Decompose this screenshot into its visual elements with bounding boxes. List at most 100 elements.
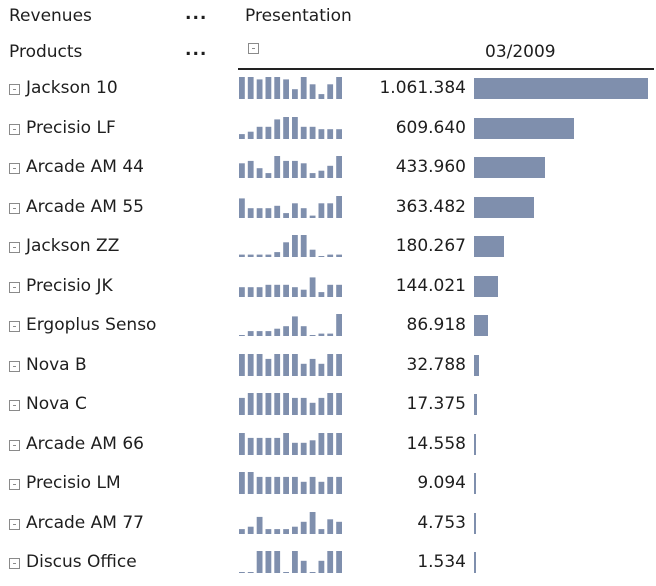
expand-collapse-icon[interactable] bbox=[9, 439, 20, 451]
sparkline-bar bbox=[300, 163, 307, 178]
expand-collapse-icon[interactable] bbox=[9, 163, 20, 174]
sparkline-bar bbox=[274, 77, 281, 99]
sparkline-bar bbox=[327, 202, 334, 218]
product-name[interactable]: Arcade AM 66 bbox=[26, 433, 144, 454]
sparkline-bar bbox=[239, 353, 245, 376]
revenue-bar bbox=[474, 157, 546, 178]
expand-collapse-icon[interactable] bbox=[9, 123, 20, 135]
expand-collapse-icon[interactable] bbox=[9, 400, 20, 411]
sparkline-bar bbox=[327, 333, 334, 336]
sparkline-bar bbox=[283, 393, 289, 415]
sparkline-bar bbox=[274, 205, 281, 218]
sparkline-bar bbox=[300, 397, 307, 415]
sparkline-bar bbox=[318, 481, 325, 494]
presentation-header[interactable]: Presentation bbox=[245, 6, 352, 26]
products-more-button[interactable]: ... bbox=[185, 40, 208, 60]
sparkline-bar bbox=[292, 202, 298, 218]
sparkline-bar bbox=[318, 291, 325, 297]
sparkline-bar bbox=[327, 84, 334, 99]
product-name[interactable]: Arcade AM 77 bbox=[26, 512, 144, 533]
sparkline-bar bbox=[292, 160, 298, 178]
sparkline-bar bbox=[274, 437, 281, 455]
sparkline-bar bbox=[256, 437, 263, 455]
expand-collapse-icon[interactable] bbox=[9, 558, 20, 569]
sparkline-bar bbox=[265, 126, 272, 139]
product-name[interactable]: Precisio LF bbox=[26, 117, 116, 138]
sparkline-chart bbox=[239, 353, 342, 376]
sparkline-bar bbox=[336, 314, 342, 336]
sparkline-bar bbox=[309, 476, 316, 494]
sparkline-bar bbox=[283, 353, 289, 376]
sparkline-bar bbox=[327, 353, 334, 376]
sparkline-bar bbox=[300, 235, 307, 257]
sparkline-bar bbox=[327, 476, 334, 494]
product-name[interactable]: Nova B bbox=[26, 354, 87, 375]
sparkline-bar bbox=[239, 572, 245, 573]
expand-collapse-icon[interactable] bbox=[9, 281, 20, 293]
revenue-bar bbox=[474, 78, 648, 99]
sparkline-bar bbox=[247, 353, 254, 376]
sparkline-bar bbox=[336, 284, 342, 297]
product-name[interactable]: Ergoplus Senso bbox=[26, 315, 157, 335]
period-header[interactable]: 03/2009 bbox=[485, 42, 556, 62]
sparkline-chart bbox=[239, 235, 342, 257]
sparkline-bar bbox=[265, 331, 272, 336]
sparkline-bar bbox=[239, 163, 245, 178]
revenue-bar bbox=[474, 275, 498, 297]
revenue-bar bbox=[474, 433, 477, 455]
revenue-value: 433.960 bbox=[395, 157, 466, 177]
sparkline-chart bbox=[239, 77, 342, 99]
sparkline-chart bbox=[239, 276, 342, 297]
sparkline-bar bbox=[283, 242, 289, 257]
sparkline-bar bbox=[292, 89, 298, 99]
expand-collapse-icon[interactable] bbox=[9, 360, 20, 372]
expand-collapse-icon[interactable] bbox=[9, 321, 20, 332]
sparkline-bar bbox=[247, 437, 254, 455]
revenue-bar bbox=[474, 473, 476, 494]
sparkline-bar bbox=[239, 397, 245, 415]
sparkline-chart bbox=[239, 195, 342, 218]
sparkline-bar bbox=[256, 516, 263, 534]
product-name[interactable]: Arcade AM 55 bbox=[26, 196, 144, 217]
sparkline-bar bbox=[318, 128, 325, 139]
product-name[interactable]: Jackson ZZ bbox=[26, 236, 120, 256]
products-header[interactable]: Products bbox=[9, 42, 83, 62]
sparkline-bar bbox=[274, 551, 281, 573]
sparkline-bar bbox=[300, 560, 307, 573]
revenue-value: 1.061.384 bbox=[379, 78, 466, 98]
product-name[interactable]: Arcade AM 44 bbox=[26, 157, 144, 177]
product-name[interactable]: Jackson 10 bbox=[26, 78, 118, 98]
sparkline-bar bbox=[318, 363, 325, 376]
sparkline-bar bbox=[247, 393, 254, 415]
sparkline-bar bbox=[318, 170, 325, 178]
sparkline-bar bbox=[283, 432, 289, 455]
sparkline-bar bbox=[336, 521, 342, 534]
expand-collapse-icon[interactable] bbox=[9, 202, 20, 214]
sparkline-bar bbox=[300, 481, 307, 494]
sparkline-bar bbox=[265, 551, 272, 573]
revenue-value: 363.482 bbox=[395, 196, 466, 217]
product-name[interactable]: Precisio JK bbox=[26, 275, 113, 296]
sparkline-bar bbox=[265, 207, 272, 218]
product-name[interactable]: Nova C bbox=[26, 394, 87, 414]
sparkline-bar bbox=[274, 393, 281, 415]
sparkline-bar bbox=[318, 333, 325, 336]
sparkline-bar bbox=[256, 551, 263, 573]
expand-collapse-icon[interactable] bbox=[9, 518, 20, 530]
product-name[interactable]: Discus Office bbox=[26, 552, 137, 572]
expand-collapse-icon[interactable] bbox=[9, 479, 20, 490]
sparkline-bar bbox=[265, 173, 272, 178]
sparkline-bar bbox=[239, 528, 245, 534]
sparkline-bar bbox=[327, 128, 334, 139]
revenue-bar bbox=[474, 512, 476, 534]
presentation-collapse-icon[interactable] bbox=[248, 43, 259, 54]
sparkline-bar bbox=[318, 432, 325, 455]
revenues-header[interactable]: Revenues bbox=[9, 6, 92, 26]
revenue-bar bbox=[474, 315, 489, 336]
expand-collapse-icon[interactable] bbox=[9, 84, 20, 95]
sparkline-bar bbox=[309, 215, 316, 218]
expand-collapse-icon[interactable] bbox=[9, 242, 20, 253]
sparkline-bar bbox=[318, 528, 325, 534]
revenues-more-button[interactable]: ... bbox=[185, 4, 208, 24]
product-name[interactable]: Precisio LM bbox=[26, 473, 121, 493]
